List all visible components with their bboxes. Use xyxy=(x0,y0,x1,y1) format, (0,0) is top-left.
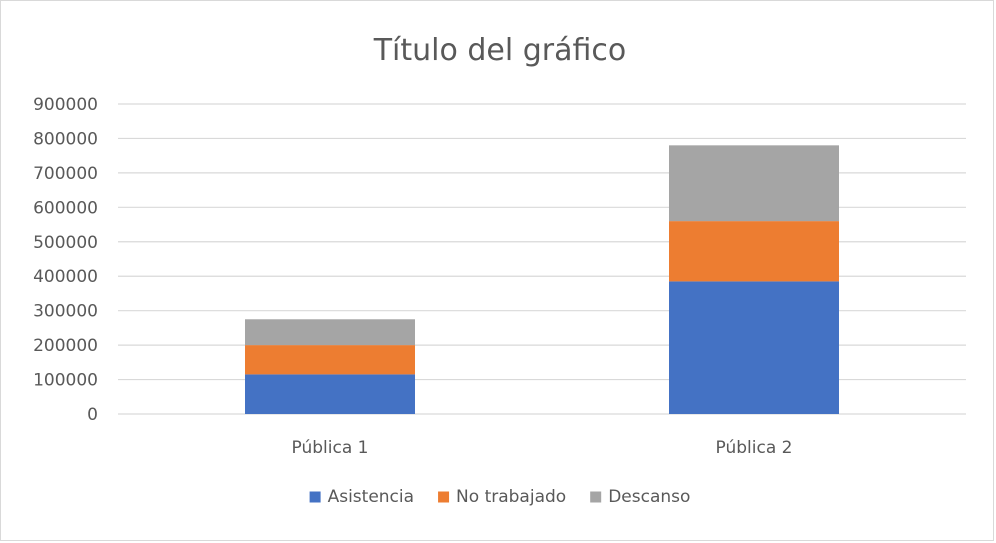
y-tick-label: 900000 xyxy=(33,95,98,115)
legend-label: Descanso xyxy=(608,487,690,507)
bar-segment xyxy=(245,374,415,414)
y-tick-label: 600000 xyxy=(33,198,98,218)
y-tick-label: 800000 xyxy=(33,129,98,149)
chart-title: Título del gráfico xyxy=(373,33,627,68)
y-tick-label: 700000 xyxy=(33,164,98,184)
bar-segment xyxy=(669,145,839,222)
legend-swatch xyxy=(438,491,450,503)
x-category-label: Pública 1 xyxy=(292,438,369,458)
y-tick-label: 300000 xyxy=(33,302,98,322)
bars xyxy=(245,145,839,414)
legend-item: Descanso xyxy=(590,487,690,507)
legend-item: No trabajado xyxy=(438,487,566,507)
x-category-label: Pública 2 xyxy=(716,438,793,458)
y-tick-label: 0 xyxy=(87,405,98,425)
y-tick-label: 200000 xyxy=(33,336,98,356)
y-tick-label: 400000 xyxy=(33,267,98,287)
bar-segment xyxy=(669,281,839,414)
legend-swatch xyxy=(590,491,602,503)
bar-segment xyxy=(245,345,415,375)
y-tick-label: 500000 xyxy=(33,233,98,253)
bar-segment xyxy=(669,221,839,282)
legend: Asistencia No trabajado Descanso xyxy=(309,487,690,507)
legend-item: Asistencia xyxy=(309,487,414,507)
y-tick-label: 100000 xyxy=(33,371,98,391)
legend-label: No trabajado xyxy=(456,487,566,507)
legend-swatch xyxy=(309,491,321,503)
y-axis-tick-labels: 0 100000 200000 300000 400000 500000 600000 700… xyxy=(33,95,98,425)
x-axis-category-labels: Pública 1 Pública 2 xyxy=(292,438,793,458)
bar-segment xyxy=(245,319,415,346)
legend-label: Asistencia xyxy=(328,487,414,507)
